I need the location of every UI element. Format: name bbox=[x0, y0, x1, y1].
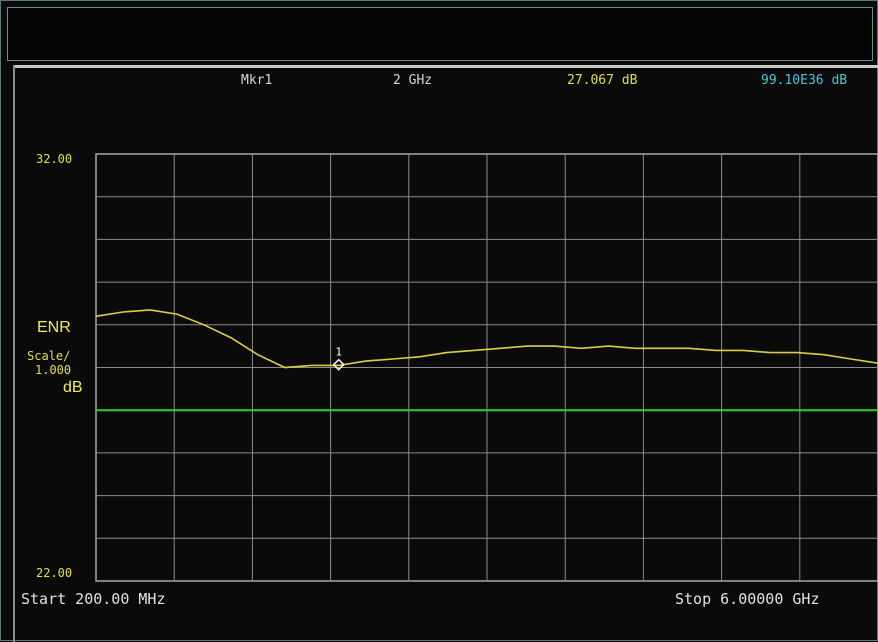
y-axis-top-label: 32.00 bbox=[36, 152, 73, 166]
scale-unit: dB bbox=[63, 379, 83, 396]
enr-trace bbox=[95, 309, 878, 369]
marker-frequency: 2 GHz bbox=[393, 73, 433, 88]
grid bbox=[95, 153, 878, 582]
marker-diamond bbox=[332, 358, 345, 371]
marker-value: 27.067 dB bbox=[567, 73, 638, 88]
header-divider bbox=[15, 65, 878, 68]
trace-layer: 1 bbox=[95, 309, 878, 412]
y-axis-bottom-label: 22.00 bbox=[36, 566, 73, 580]
marker-number: 1 bbox=[335, 346, 342, 359]
title-bar bbox=[7, 7, 873, 61]
start-frequency-label: Start 200.00 MHz bbox=[21, 590, 166, 608]
marker-secondary-value: 99.10E36 dB bbox=[761, 73, 848, 88]
left-border bbox=[13, 65, 15, 642]
y-axis-title: ENR bbox=[37, 319, 71, 336]
marker-label: Mkr1 bbox=[241, 73, 273, 88]
scale-value: 1.000 bbox=[35, 363, 72, 377]
scale-label: Scale/ bbox=[27, 349, 71, 363]
stop-frequency-label: Stop 6.00000 GHz bbox=[675, 590, 820, 608]
